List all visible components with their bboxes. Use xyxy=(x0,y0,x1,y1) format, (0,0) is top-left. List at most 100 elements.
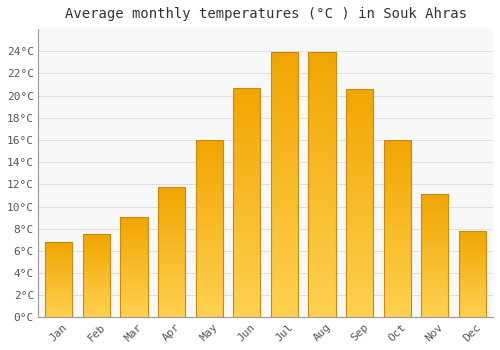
Bar xyxy=(459,231,486,232)
Bar xyxy=(158,225,185,226)
Bar xyxy=(120,244,148,245)
Bar xyxy=(308,132,336,134)
Bar xyxy=(158,273,185,274)
Bar xyxy=(308,309,336,312)
Bar xyxy=(46,309,72,310)
Bar xyxy=(384,309,410,310)
Bar xyxy=(158,274,185,275)
Bar xyxy=(233,274,260,276)
Bar xyxy=(346,217,373,219)
Bar xyxy=(120,276,148,277)
Bar xyxy=(233,134,260,136)
Bar xyxy=(346,304,373,306)
Bar xyxy=(384,227,410,229)
Bar xyxy=(421,222,448,223)
Bar xyxy=(233,281,260,283)
Bar xyxy=(271,304,298,307)
Bar xyxy=(421,260,448,261)
Bar xyxy=(83,258,110,259)
Bar xyxy=(421,232,448,234)
Bar xyxy=(83,294,110,295)
Bar xyxy=(308,127,336,129)
Bar xyxy=(83,247,110,248)
Bar xyxy=(120,234,148,235)
Bar xyxy=(120,254,148,255)
Bar xyxy=(120,279,148,280)
Bar xyxy=(308,286,336,288)
Bar xyxy=(271,164,298,166)
Bar xyxy=(196,289,222,291)
Bar xyxy=(271,233,298,235)
Bar xyxy=(421,212,448,213)
Bar xyxy=(308,76,336,79)
Bar xyxy=(158,266,185,268)
Bar xyxy=(158,247,185,248)
Bar xyxy=(384,310,410,312)
Bar xyxy=(421,296,448,298)
Bar xyxy=(271,196,298,198)
Bar xyxy=(233,235,260,237)
Bar xyxy=(421,229,448,230)
Bar xyxy=(233,198,260,201)
Bar xyxy=(421,273,448,274)
Bar xyxy=(46,292,72,293)
Bar xyxy=(233,248,260,251)
Bar xyxy=(384,186,410,188)
Bar xyxy=(83,249,110,250)
Bar xyxy=(233,210,260,212)
Bar xyxy=(83,267,110,268)
Bar xyxy=(384,248,410,250)
Bar xyxy=(421,204,448,205)
Bar xyxy=(46,303,72,304)
Bar xyxy=(346,292,373,295)
Bar xyxy=(271,58,298,60)
Bar xyxy=(46,246,72,247)
Bar xyxy=(196,165,222,167)
Bar xyxy=(384,254,410,256)
Bar xyxy=(196,257,222,259)
Bar xyxy=(308,137,336,140)
Bar xyxy=(83,252,110,253)
Bar xyxy=(459,260,486,261)
Bar xyxy=(308,235,336,238)
Bar xyxy=(158,205,185,206)
Bar xyxy=(196,239,222,241)
Bar xyxy=(308,278,336,280)
Bar xyxy=(346,194,373,196)
Bar xyxy=(459,262,486,263)
Bar xyxy=(384,200,410,202)
Bar xyxy=(421,209,448,210)
Bar xyxy=(421,268,448,270)
Bar xyxy=(196,234,222,236)
Bar xyxy=(271,52,298,317)
Bar xyxy=(459,282,486,283)
Bar xyxy=(46,277,72,278)
Bar xyxy=(158,245,185,247)
Bar xyxy=(271,288,298,291)
Bar xyxy=(233,299,260,301)
Bar xyxy=(459,256,486,257)
Bar xyxy=(158,255,185,256)
Bar xyxy=(459,279,486,280)
Bar xyxy=(83,261,110,262)
Bar xyxy=(384,287,410,289)
Bar xyxy=(384,177,410,179)
Bar xyxy=(196,150,222,152)
Bar xyxy=(196,154,222,156)
Bar xyxy=(271,174,298,177)
Bar xyxy=(196,168,222,170)
Bar xyxy=(346,91,373,93)
Bar xyxy=(158,193,185,195)
Bar xyxy=(158,190,185,192)
Bar xyxy=(120,314,148,315)
Bar xyxy=(384,312,410,314)
Bar xyxy=(120,307,148,308)
Bar xyxy=(308,129,336,132)
Bar xyxy=(196,190,222,191)
Bar xyxy=(120,231,148,232)
Bar xyxy=(271,262,298,265)
Bar xyxy=(233,253,260,255)
Bar xyxy=(158,219,185,220)
Bar xyxy=(308,161,336,164)
Bar xyxy=(346,251,373,253)
